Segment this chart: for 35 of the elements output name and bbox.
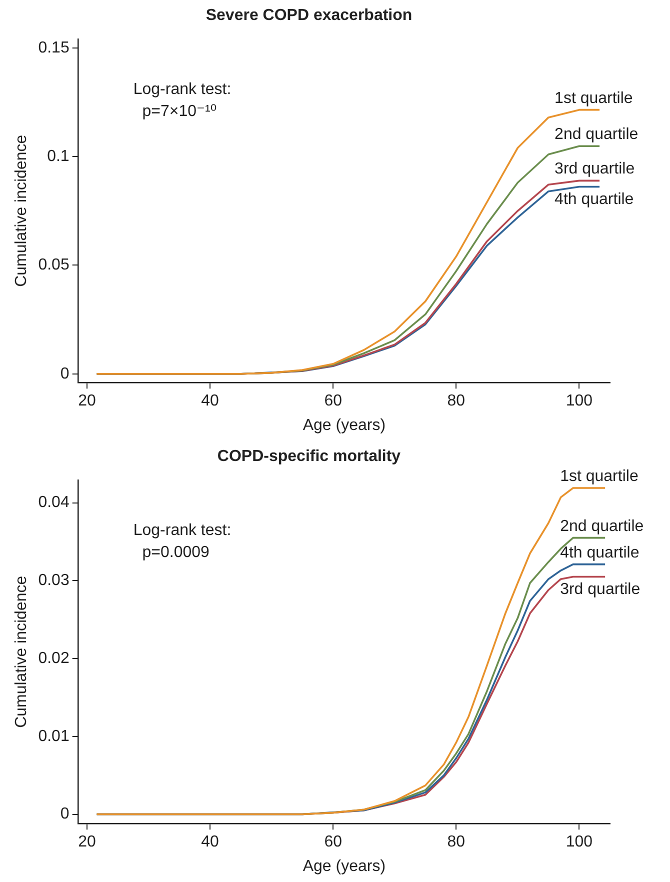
x-tick-label: 20 — [78, 834, 96, 851]
x-tick-label: 100 — [566, 834, 593, 851]
x-tick-label: 80 — [447, 834, 466, 851]
x-tick-label: 40 — [201, 392, 220, 410]
x-axis-title: Age (years) — [302, 416, 386, 434]
y-tick-label: 0.1 — [47, 148, 70, 165]
y-tick-label: 0 — [60, 806, 70, 823]
annotation: Log-rank test: p=7×10⁻¹⁰ — [133, 81, 232, 120]
x-tick-label: 20 — [78, 392, 96, 410]
series-label: 2nd quartile — [560, 518, 644, 535]
x-tick-label: 80 — [447, 392, 466, 410]
x-tick-label: 60 — [324, 392, 342, 410]
x-axis-title: Age (years) — [302, 858, 386, 875]
series-label: 3rd quartile — [560, 580, 640, 598]
x-tick-label: 40 — [201, 834, 220, 851]
y-axis-title: Cumulative incidence — [13, 576, 30, 728]
y-tick-label: 0.04 — [38, 494, 70, 512]
chart-title: Severe COPD exacerbation — [206, 7, 412, 24]
y-tick-label: 0.02 — [38, 650, 70, 667]
x-tick-label: 60 — [324, 834, 342, 851]
y-axis-title: Cumulative incidence — [13, 134, 30, 287]
series-label: 4th quartile — [560, 544, 640, 562]
series-label: 3rd quartile — [554, 160, 635, 178]
series-label: 4th quartile — [554, 190, 634, 208]
y-tick-label: 0.05 — [38, 256, 70, 274]
chart-title: COPD-specific mortality — [217, 448, 401, 466]
y-tick-label: 0 — [60, 365, 70, 382]
y-tick-label: 0.03 — [38, 572, 70, 590]
annotation: Log-rank test: p=0.0009 — [133, 522, 232, 562]
y-tick-label: 0.15 — [38, 39, 70, 56]
x-tick-label: 100 — [566, 392, 593, 410]
series-label: 1st quartile — [554, 90, 633, 107]
series-label: 1st quartile — [560, 468, 638, 485]
series-label: 2nd quartile — [554, 126, 638, 144]
y-tick-label: 0.01 — [38, 728, 70, 745]
